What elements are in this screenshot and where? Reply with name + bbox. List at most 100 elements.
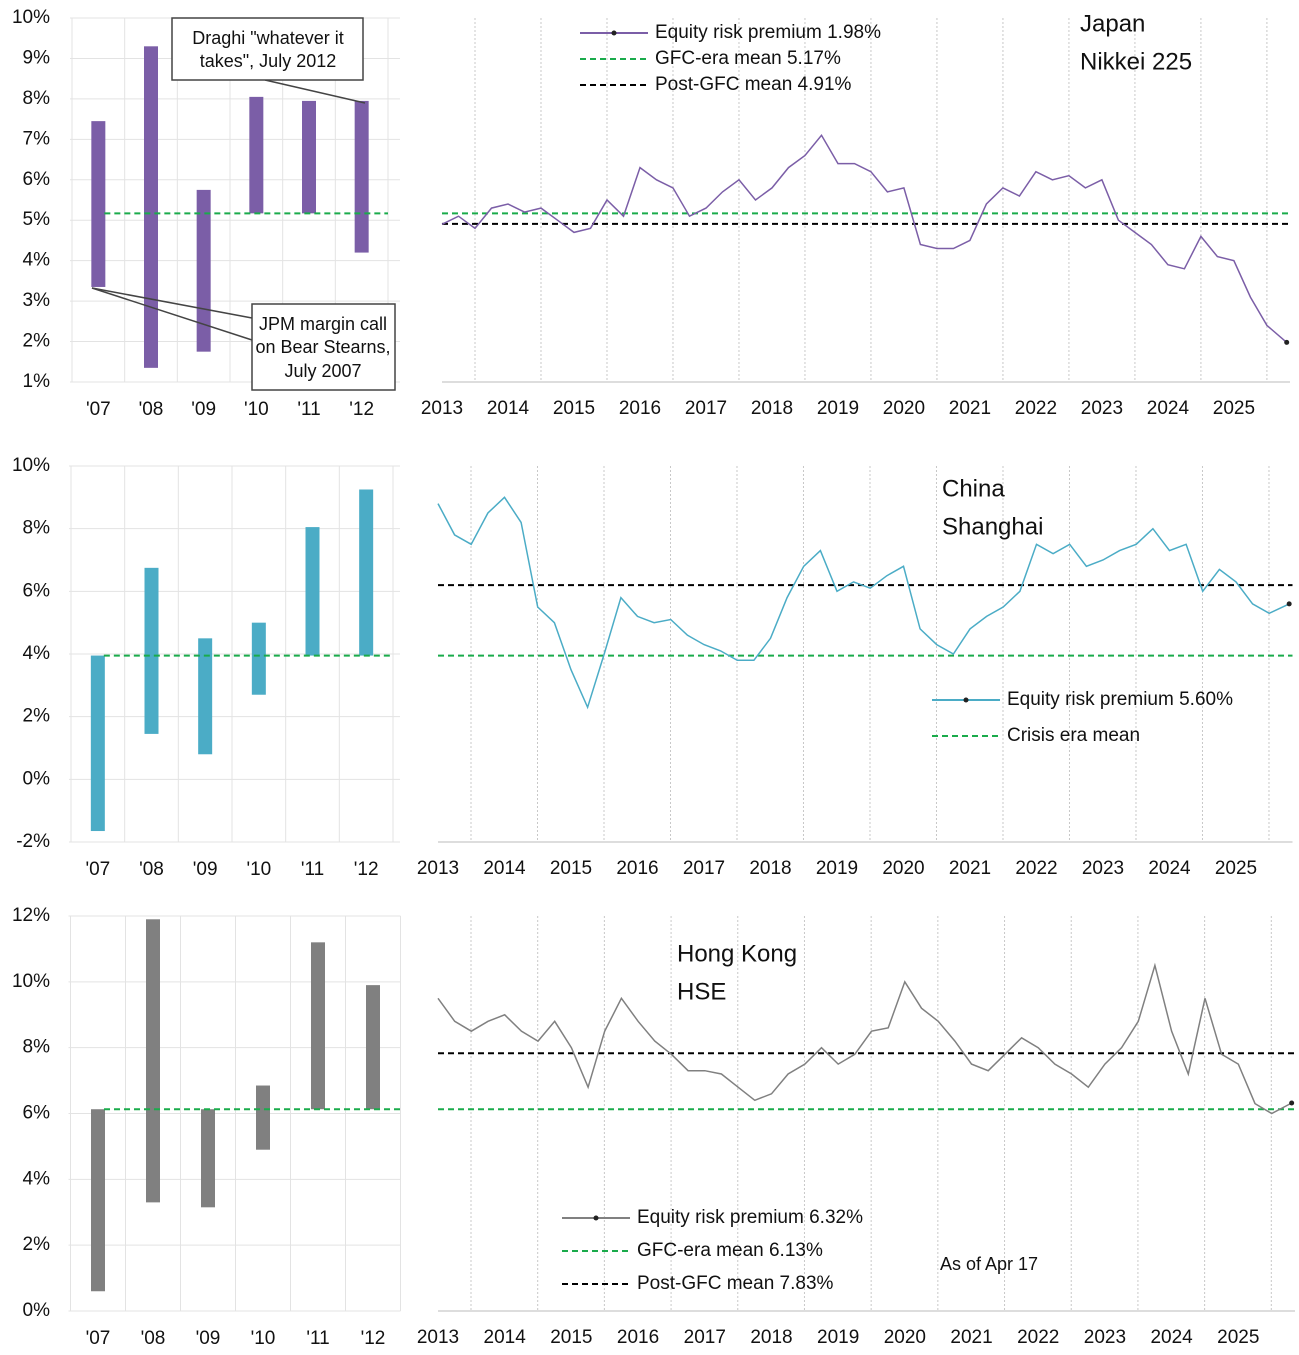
x-tick-label: 2024 bbox=[1147, 398, 1190, 419]
y-tick-label: 8% bbox=[23, 518, 51, 539]
y-tick-label: 2% bbox=[23, 706, 51, 727]
x-tick-label: '11 bbox=[306, 1328, 329, 1349]
chart-subtitle: Shanghai bbox=[942, 513, 1043, 540]
x-tick-label: '11 bbox=[297, 399, 320, 420]
annotation-text: JPM margin call bbox=[259, 314, 387, 334]
x-tick-label: '12 bbox=[361, 1328, 386, 1349]
x-tick-label: 2013 bbox=[421, 398, 463, 419]
y-tick-label: 6% bbox=[23, 580, 51, 601]
range-bar bbox=[196, 189, 211, 352]
x-tick-label: 2018 bbox=[751, 398, 793, 419]
series-line bbox=[437, 962, 1293, 1115]
range-bar bbox=[201, 1109, 215, 1208]
annotation-arrow bbox=[91, 287, 253, 341]
x-tick-label: 2013 bbox=[417, 1327, 459, 1348]
range-bar bbox=[305, 527, 320, 656]
legend-label: Equity risk premium 5.60% bbox=[1007, 689, 1233, 710]
range-bar bbox=[366, 985, 380, 1110]
x-tick-label: '12 bbox=[354, 859, 379, 880]
legend-label: GFC-era mean 5.17% bbox=[655, 48, 841, 69]
legend-label: Crisis era mean bbox=[1007, 725, 1140, 746]
x-tick-label: 2017 bbox=[683, 858, 725, 879]
series-line bbox=[441, 133, 1288, 343]
x-tick-label: 2019 bbox=[817, 398, 859, 419]
legend-label: Equity risk premium 1.98% bbox=[655, 22, 881, 43]
x-tick-label: 2021 bbox=[949, 398, 991, 419]
range-bar bbox=[256, 1085, 270, 1150]
y-tick-label: 8% bbox=[23, 88, 51, 109]
y-tick-label: 10% bbox=[12, 971, 50, 992]
y-tick-label: 10% bbox=[12, 7, 50, 28]
range-bar bbox=[146, 919, 160, 1203]
y-tick-label: 12% bbox=[12, 905, 50, 926]
x-tick-label: 2020 bbox=[882, 858, 924, 879]
chart-subtitle: Nikkei 225 bbox=[1080, 48, 1192, 75]
range-bar bbox=[198, 638, 213, 755]
legend-dot bbox=[593, 1215, 599, 1221]
x-tick-label: '07 bbox=[86, 1328, 111, 1349]
chart-title: Japan bbox=[1080, 10, 1145, 37]
legend-label: GFC-era mean 6.13% bbox=[637, 1240, 823, 1261]
chart-title: China bbox=[942, 475, 1005, 502]
x-tick-label: 2014 bbox=[487, 398, 530, 419]
x-tick-label: '07 bbox=[85, 859, 110, 880]
x-tick-label: 2014 bbox=[483, 858, 526, 879]
x-tick-label: 2016 bbox=[619, 398, 661, 419]
y-tick-label: 3% bbox=[23, 290, 51, 311]
y-tick-label: 4% bbox=[23, 250, 51, 271]
x-tick-label: 2025 bbox=[1215, 858, 1257, 879]
range-bar bbox=[249, 96, 264, 214]
x-tick-label: 2013 bbox=[417, 858, 459, 879]
y-tick-label: 8% bbox=[23, 1037, 51, 1058]
x-tick-label: 2022 bbox=[1017, 1327, 1059, 1348]
x-tick-label: 2019 bbox=[816, 858, 858, 879]
x-tick-label: 2024 bbox=[1150, 1327, 1193, 1348]
x-tick-label: '10 bbox=[246, 859, 271, 880]
annotation-arrow bbox=[91, 287, 253, 319]
note: As of Apr 17 bbox=[940, 1254, 1038, 1274]
end-marker bbox=[1286, 601, 1292, 607]
annotation-text: Draghi "whatever it bbox=[192, 28, 343, 48]
x-tick-label: 2021 bbox=[949, 858, 991, 879]
chart-title: Hong Kong bbox=[677, 940, 797, 967]
y-tick-label: 4% bbox=[23, 1168, 51, 1189]
x-tick-label: 2020 bbox=[883, 398, 925, 419]
x-tick-label: '09 bbox=[196, 1328, 221, 1349]
x-tick-label: 2023 bbox=[1082, 858, 1124, 879]
series-line bbox=[437, 496, 1290, 710]
annotation-arrow bbox=[264, 79, 366, 104]
x-tick-label: 2017 bbox=[685, 398, 727, 419]
x-tick-label: 2016 bbox=[616, 858, 658, 879]
legend-dot bbox=[963, 697, 969, 703]
range-bar bbox=[311, 942, 325, 1110]
legend-label: Post-GFC mean 4.91% bbox=[655, 74, 852, 95]
x-tick-label: 2025 bbox=[1213, 398, 1255, 419]
y-tick-label: 7% bbox=[23, 128, 51, 149]
x-tick-label: 2015 bbox=[550, 1327, 592, 1348]
y-tick-label: 0% bbox=[23, 1300, 51, 1321]
annotation-box bbox=[251, 303, 396, 391]
range-bar bbox=[359, 489, 374, 656]
y-tick-label: 6% bbox=[23, 1103, 51, 1124]
x-tick-label: '07 bbox=[86, 399, 111, 420]
x-tick-label: 2017 bbox=[684, 1327, 726, 1348]
range-bar bbox=[90, 655, 105, 832]
annotation-text: on Bear Stearns, bbox=[255, 337, 390, 357]
x-tick-label: '09 bbox=[191, 399, 216, 420]
x-tick-label: 2019 bbox=[817, 1327, 859, 1348]
legend-label: Equity risk premium 6.32% bbox=[637, 1207, 863, 1228]
x-tick-label: 2015 bbox=[553, 398, 595, 419]
x-tick-label: 2015 bbox=[550, 858, 592, 879]
annotation-text: July 2007 bbox=[284, 361, 361, 381]
x-tick-label: 2016 bbox=[617, 1327, 659, 1348]
y-tick-label: 4% bbox=[23, 643, 51, 664]
y-tick-label: 5% bbox=[23, 209, 51, 230]
legend-dot bbox=[611, 30, 617, 36]
chart-subtitle: HSE bbox=[677, 978, 726, 1005]
x-tick-label: 2014 bbox=[484, 1327, 527, 1348]
legend-label: Post-GFC mean 7.83% bbox=[637, 1273, 834, 1294]
x-tick-label: '10 bbox=[244, 399, 269, 420]
y-tick-label: -2% bbox=[16, 831, 50, 852]
x-tick-label: 2018 bbox=[750, 1327, 792, 1348]
